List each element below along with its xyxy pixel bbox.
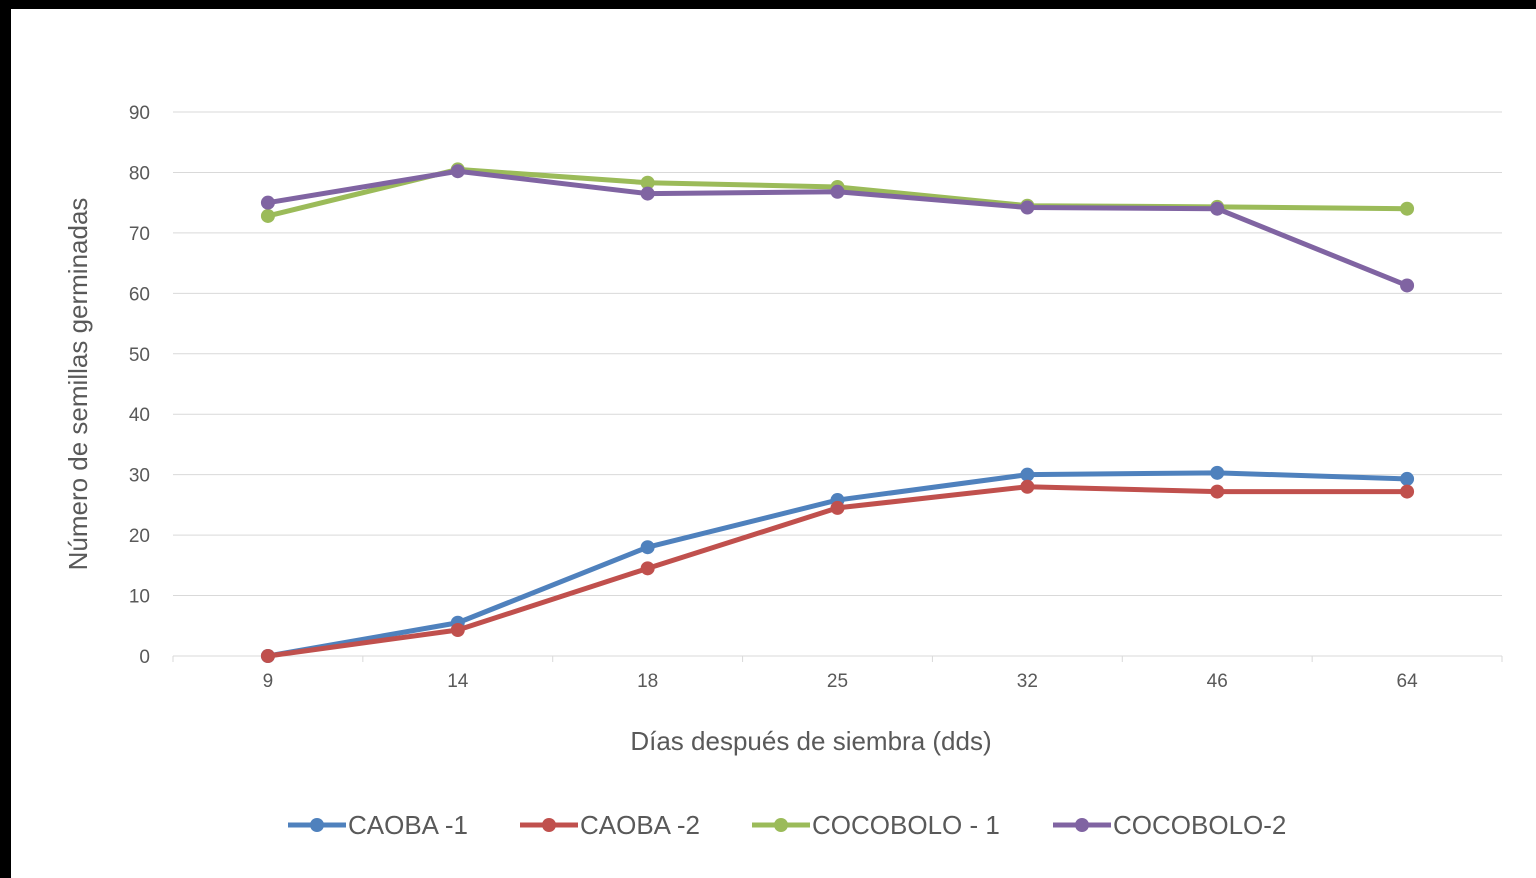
series-lines (260, 162, 1415, 663)
data-point (640, 186, 655, 201)
x-tick-label: 46 (1207, 671, 1228, 692)
data-point (1400, 484, 1415, 499)
y-tick-label: 30 (129, 466, 150, 487)
y-tick-label: 20 (129, 526, 150, 547)
legend-swatch-marker (310, 818, 324, 832)
y-tick-label: 80 (129, 163, 150, 184)
data-point (1020, 200, 1035, 215)
legend-swatch-marker (1075, 818, 1089, 832)
data-point (1400, 278, 1415, 293)
data-point (260, 649, 275, 663)
y-tick-label: 40 (129, 405, 150, 426)
y-tick-label: 50 (129, 345, 150, 366)
data-point (1400, 201, 1415, 216)
x-tick-label: 32 (1017, 671, 1038, 692)
data-point (1400, 471, 1415, 486)
x-tick-label: 14 (447, 671, 469, 692)
legend-label: COCOBOLO - 1 (812, 810, 1000, 840)
y-tick-label: 90 (129, 103, 150, 124)
y-axis-title: Número de semillas germinadas (63, 198, 93, 571)
data-point (640, 175, 655, 190)
x-axis (172, 655, 1503, 662)
legend: CAOBA -1 CAOBA -2 COCOBOLO - 1 COCOBOLO-2 (288, 810, 1286, 840)
x-tick-labels: 9 14 18 25 32 46 64 (263, 671, 1418, 692)
data-point (260, 208, 275, 223)
legend-swatch-marker (542, 818, 556, 832)
data-point (1210, 201, 1225, 216)
x-tick-label: 18 (637, 671, 658, 692)
series-2 (260, 479, 1415, 663)
data-point (450, 623, 465, 638)
y-tick-label: 10 (129, 587, 150, 608)
legend-item: CAOBA -2 (520, 810, 700, 840)
data-point (260, 195, 275, 210)
data-point (1210, 484, 1225, 499)
legend-swatch-marker (774, 818, 788, 832)
data-point (1020, 467, 1035, 482)
legend-item: CAOBA -1 (288, 810, 468, 840)
legend-item: COCOBOLO-2 (1053, 810, 1286, 840)
data-point (640, 561, 655, 576)
legend-label: COCOBOLO-2 (1113, 810, 1286, 840)
gridlines (173, 111, 1502, 597)
x-tick-label: 25 (827, 671, 848, 692)
y-tick-label: 0 (139, 647, 150, 668)
data-point (640, 540, 655, 555)
data-point (1020, 479, 1035, 494)
data-point (450, 164, 465, 179)
y-tick-label: 60 (129, 284, 150, 305)
y-tick-label: 70 (129, 224, 150, 245)
data-point (830, 184, 845, 199)
legend-label: CAOBA -1 (348, 810, 468, 840)
series-4 (260, 164, 1415, 293)
legend-label: CAOBA -2 (580, 810, 700, 840)
data-point (830, 500, 845, 515)
x-tick-label: 64 (1397, 671, 1419, 692)
data-point (1210, 465, 1225, 480)
y-tick-labels: 0 10 20 30 40 50 60 70 80 90 (129, 103, 150, 668)
legend-item: COCOBOLO - 1 (752, 810, 1000, 840)
x-tick-label: 9 (263, 671, 274, 692)
x-axis-title: Días después de siembra (dds) (630, 726, 991, 756)
